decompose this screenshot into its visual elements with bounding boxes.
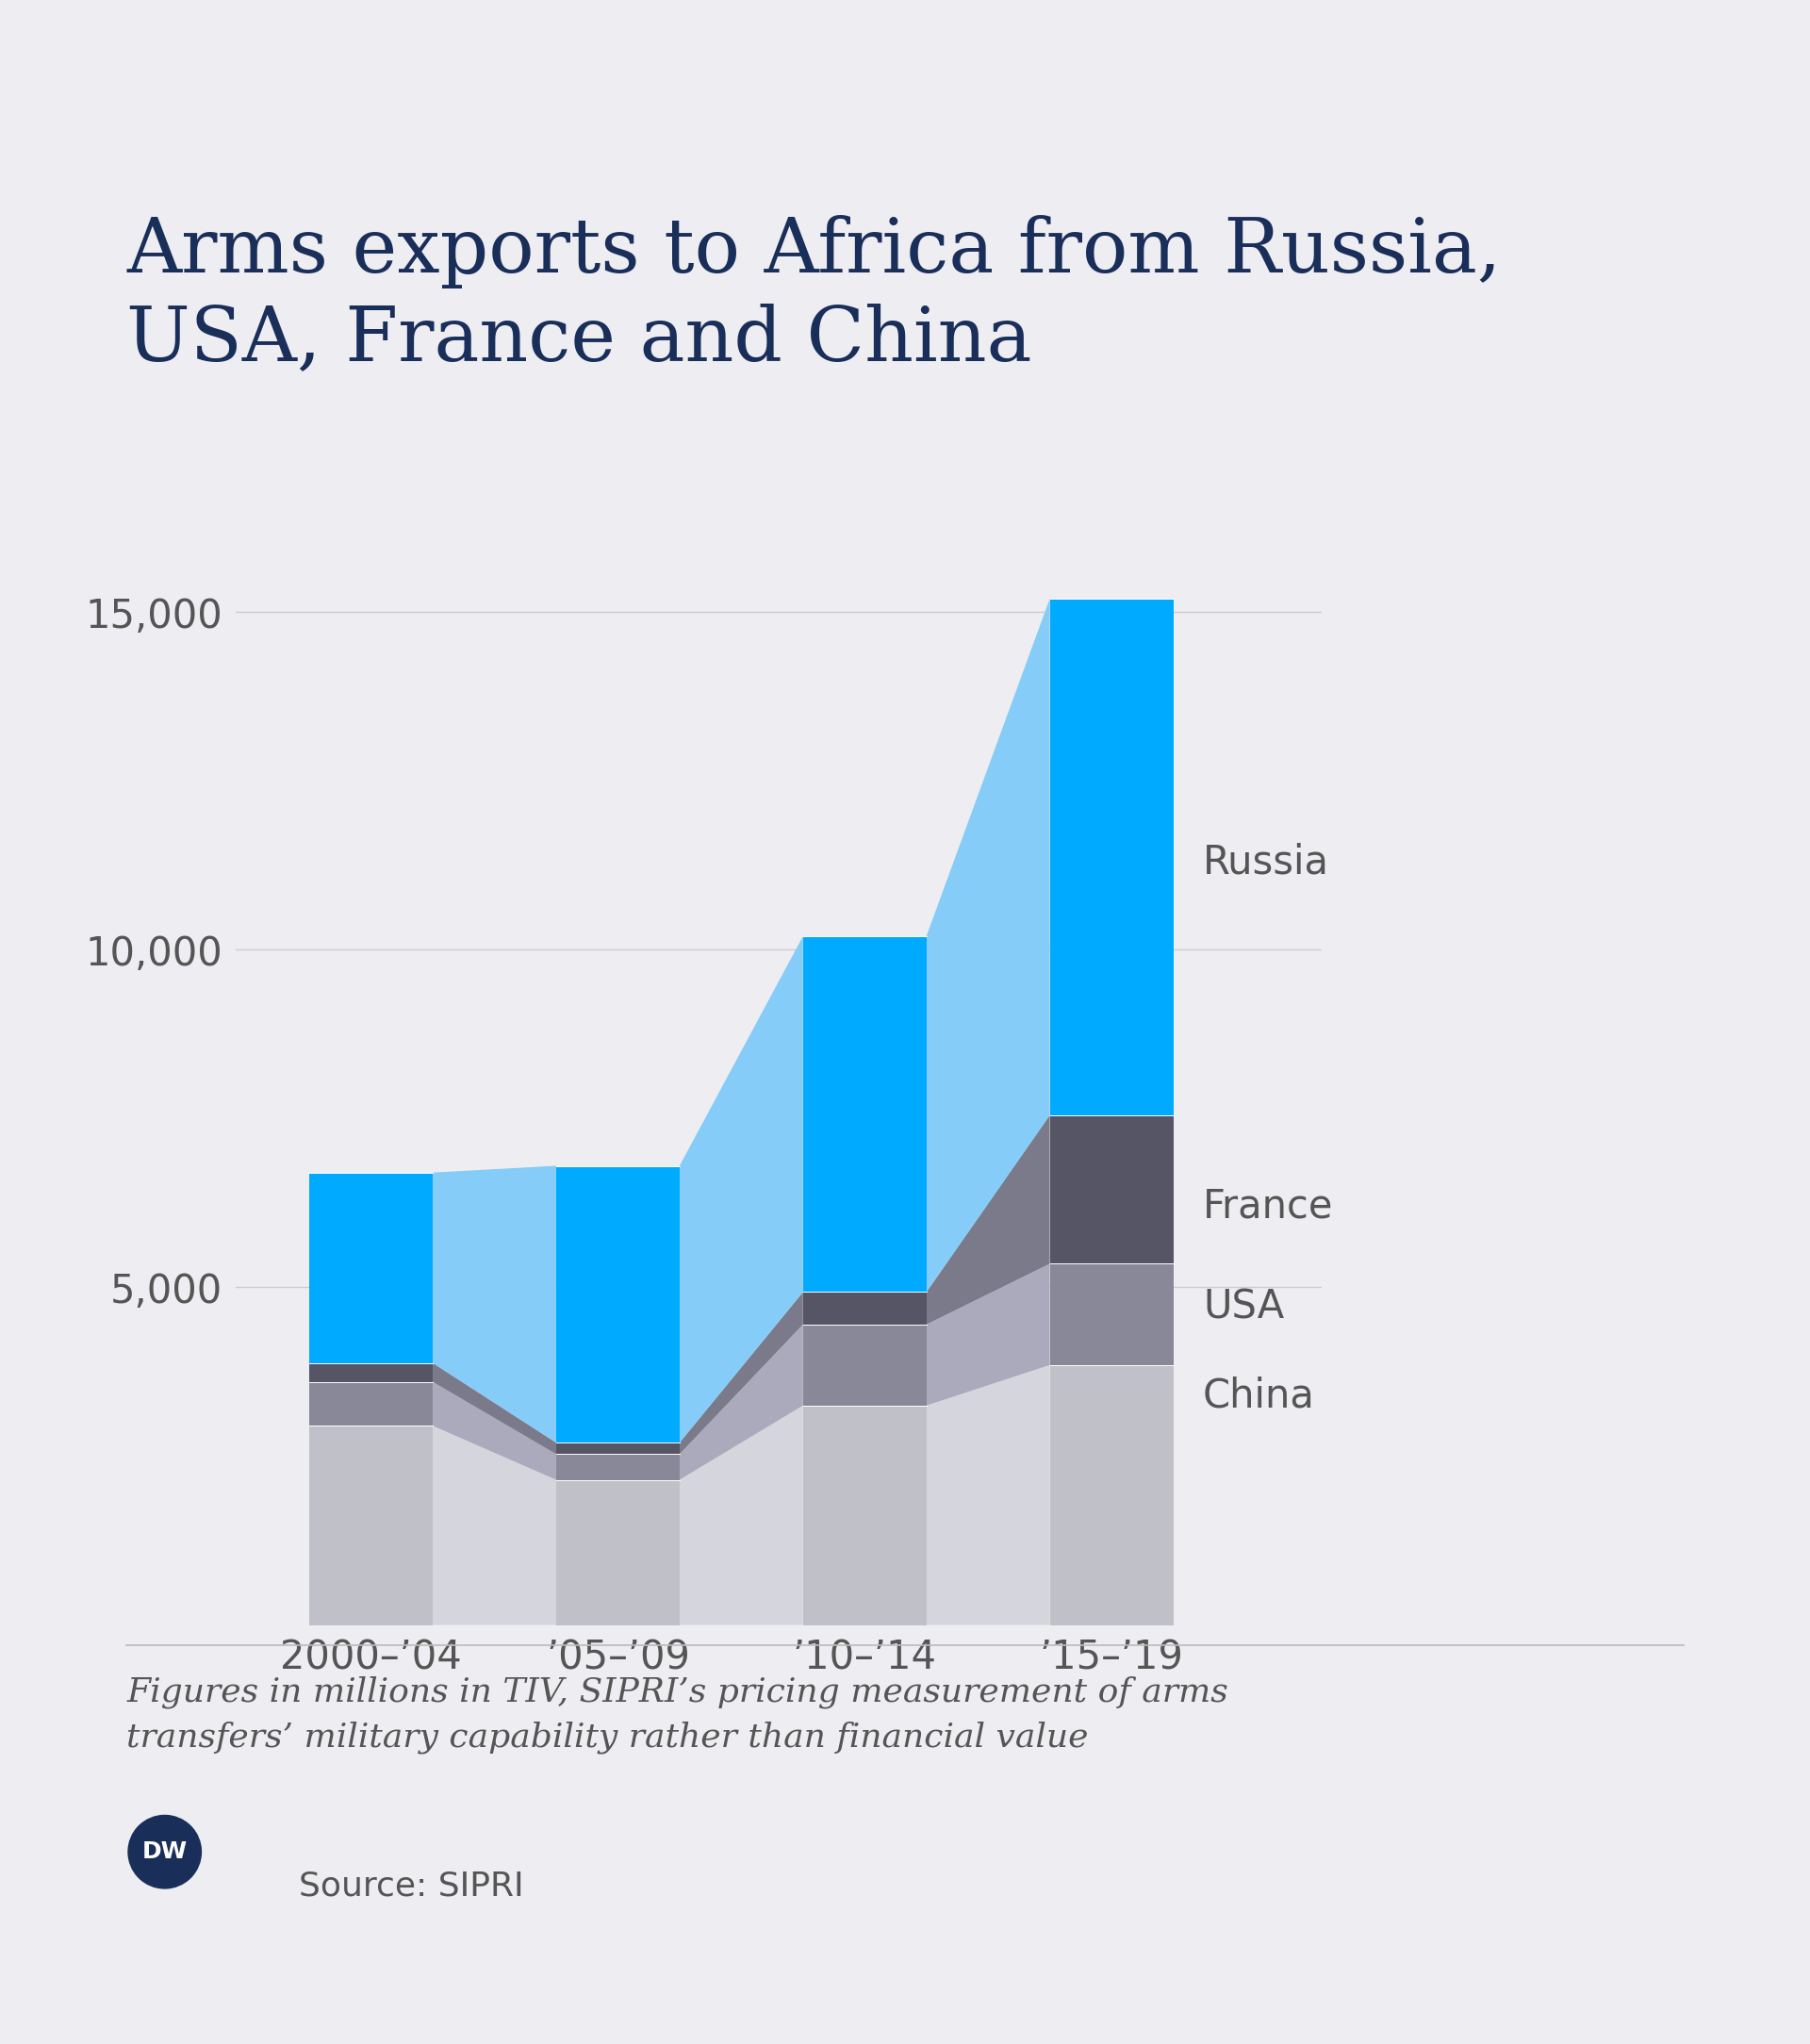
Bar xyxy=(1050,1116,1173,1263)
Circle shape xyxy=(129,1815,201,1889)
Bar xyxy=(310,1173,433,1363)
Text: Russia: Russia xyxy=(1204,842,1329,881)
Polygon shape xyxy=(433,1382,556,1480)
Bar xyxy=(310,1382,433,1427)
Bar xyxy=(556,1165,679,1443)
Text: USA: USA xyxy=(1204,1288,1283,1327)
Polygon shape xyxy=(679,1406,804,1625)
Text: Arms exports to Africa from Russia,
USA, France and China: Arms exports to Africa from Russia, USA,… xyxy=(127,215,1502,376)
Polygon shape xyxy=(679,1325,804,1480)
Bar xyxy=(310,1363,433,1382)
Text: DW: DW xyxy=(141,1840,188,1864)
Bar xyxy=(804,936,927,1292)
Bar xyxy=(804,1406,927,1625)
Bar xyxy=(556,1453,679,1480)
Text: Figures in millions in TIV, SIPRI’s pricing measurement of arms
transfers’ milit: Figures in millions in TIV, SIPRI’s pric… xyxy=(127,1676,1229,1754)
Polygon shape xyxy=(927,1365,1050,1625)
Bar xyxy=(556,1480,679,1625)
Bar xyxy=(556,1443,679,1453)
Bar xyxy=(1050,1263,1173,1365)
Bar xyxy=(804,1292,927,1325)
Polygon shape xyxy=(433,1427,556,1625)
Polygon shape xyxy=(433,1165,556,1443)
Text: France: France xyxy=(1204,1186,1334,1226)
Polygon shape xyxy=(433,1363,556,1453)
Polygon shape xyxy=(927,1263,1050,1406)
Bar xyxy=(310,1427,433,1625)
Bar xyxy=(1050,1365,1173,1625)
Polygon shape xyxy=(679,1292,804,1453)
Polygon shape xyxy=(927,1116,1050,1325)
Bar xyxy=(1050,599,1173,1116)
Polygon shape xyxy=(927,599,1050,1292)
Polygon shape xyxy=(679,936,804,1443)
Text: China: China xyxy=(1204,1376,1314,1414)
Text: Source: SIPRI: Source: SIPRI xyxy=(299,1870,523,1903)
Bar xyxy=(804,1325,927,1406)
